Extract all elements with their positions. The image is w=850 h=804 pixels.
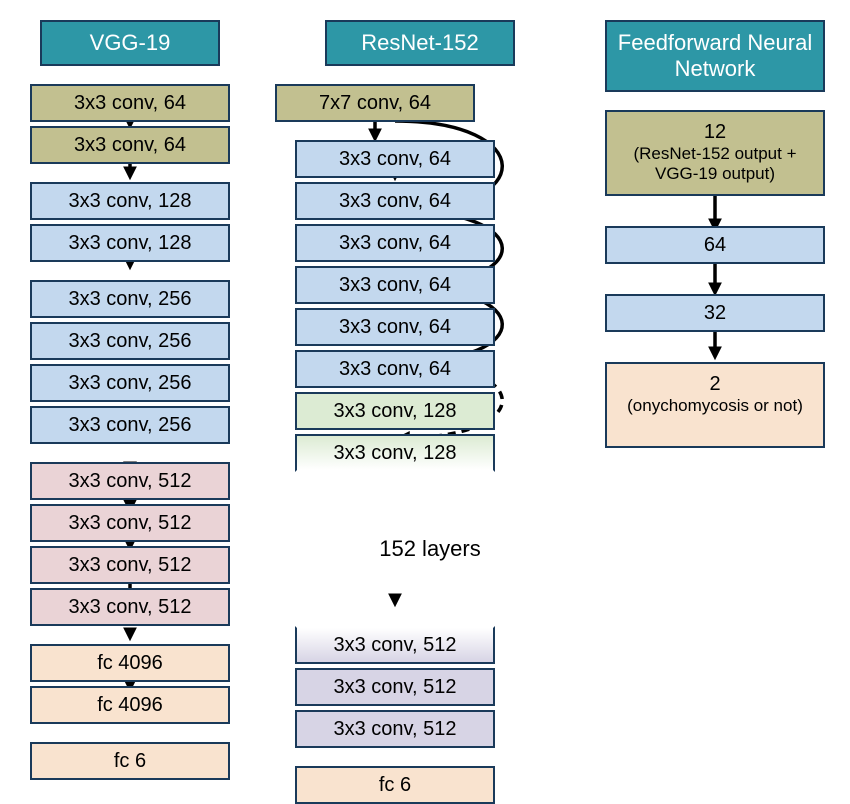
layer-label: 3x3 conv, 64: [36, 133, 224, 157]
layer-block: 3x3 conv, 64: [295, 224, 495, 262]
layer-label: 3x3 conv, 256: [36, 329, 224, 353]
layer-label: 3x3 conv, 64: [301, 357, 489, 381]
column-ffnn: Feedforward Neural Network 12(ResNet-152 …: [600, 20, 830, 440]
layer-label: 3x3 conv, 64: [36, 91, 224, 115]
layer-label: 3x3 conv, 128: [36, 189, 224, 213]
layer-block: 3x3 conv, 128: [30, 182, 230, 220]
layer-block: 3x3 conv, 256: [30, 406, 230, 444]
layer-block: 3x3 conv, 512: [30, 546, 230, 584]
layer-label: 3x3 conv, 512: [36, 595, 224, 619]
layer-label: fc 6: [301, 773, 489, 797]
layer-count-label: 152 layers: [379, 536, 481, 562]
layer-label: 3x3 conv, 512: [36, 469, 224, 493]
layer-block: 3x3 conv, 128: [295, 392, 495, 430]
layer-block: 3x3 conv, 64: [295, 140, 495, 178]
layer-block: 3x3 conv, 256: [30, 322, 230, 360]
layer-label: 3x3 conv, 64: [301, 189, 489, 213]
layer-block: 3x3 conv, 64: [30, 126, 230, 164]
layer-block: 3x3 conv, 64: [295, 182, 495, 220]
layer-block: 3x3 conv, 64: [30, 84, 230, 122]
layer-block: 3x3 conv, 64: [295, 308, 495, 346]
layer-label: 3x3 conv, 512: [301, 717, 489, 741]
layer-label: fc 6: [36, 749, 224, 773]
layer-label: 7x7 conv, 64: [281, 91, 469, 115]
layer-sublabel: (ResNet-152 output + VGG-19 output): [613, 144, 817, 185]
layer-label: fc 4096: [36, 693, 224, 717]
resnet-stack: 7x7 conv, 64 3x3 conv, 64 3x3 conv, 64 3x3 …: [275, 84, 565, 724]
layer-label: 32: [611, 301, 819, 325]
layer-block: 2(onychomycosis or not): [605, 362, 825, 448]
layer-block: 32: [605, 294, 825, 332]
layer-block: 3x3 conv, 512: [30, 504, 230, 542]
layer-label: 3x3 conv, 512: [301, 675, 489, 699]
layer-label: 3x3 conv, 256: [36, 287, 224, 311]
layer-block: 12(ResNet-152 output + VGG-19 output): [605, 110, 825, 196]
layer-block: 3x3 conv, 256: [30, 364, 230, 402]
layer-label: 3x3 conv, 512: [301, 633, 489, 657]
layer-block: fc 6: [295, 766, 495, 804]
layer-label: 3x3 conv, 128: [36, 231, 224, 255]
column-resnet152: ResNet-152 7x7 conv, 64 3x3 conv, 64 3x3 co…: [280, 20, 560, 724]
column-header: ResNet-152: [325, 20, 515, 66]
layer-block: 3x3 conv, 512: [30, 462, 230, 500]
layer-label: 3x3 conv, 512: [36, 553, 224, 577]
ffnn-stack: 12(ResNet-152 output + VGG-19 output) 64 3…: [605, 110, 825, 440]
layer-block: fc 4096: [30, 686, 230, 724]
layer-block: fc 4096: [30, 644, 230, 682]
layer-block: 7x7 conv, 64: [275, 84, 475, 122]
layer-label: 3x3 conv, 256: [36, 413, 224, 437]
layer-block: 3x3 conv, 512: [30, 588, 230, 626]
layer-label: 3x3 conv, 64: [301, 273, 489, 297]
column-vgg19: VGG-193x3 conv, 643x3 conv, 643x3 conv, …: [20, 20, 240, 720]
layer-block: 3x3 conv, 512: [295, 626, 495, 664]
layer-label: 3x3 conv, 64: [301, 147, 489, 171]
layer-sublabel: (onychomycosis or not): [613, 396, 817, 416]
layer-block: fc 6: [30, 742, 230, 780]
layer-label: 3x3 conv, 128: [301, 441, 489, 465]
layer-label: 3x3 conv, 64: [301, 231, 489, 255]
layer-label: 64: [611, 233, 819, 257]
layer-block: 3x3 conv, 64: [295, 350, 495, 388]
layer-block: 3x3 conv, 512: [295, 668, 495, 706]
layer-label: 3x3 conv, 128: [301, 399, 489, 423]
layer-block: 3x3 conv, 512: [295, 710, 495, 748]
layer-label: 2: [613, 372, 817, 396]
layer-label: 3x3 conv, 256: [36, 371, 224, 395]
column-header: VGG-19: [40, 20, 220, 66]
layer-label: fc 4096: [36, 651, 224, 675]
layer-block: 3x3 conv, 128: [30, 224, 230, 262]
layer-label: 3x3 conv, 64: [301, 315, 489, 339]
vgg-stack: 3x3 conv, 64 3x3 conv, 64 3x3 conv, 128 3x3…: [30, 84, 230, 720]
layer-label: 12: [613, 120, 817, 144]
layer-block: 3x3 conv, 256: [30, 280, 230, 318]
layer-block: 3x3 conv, 128: [295, 434, 495, 472]
layer-block: 3x3 conv, 64: [295, 266, 495, 304]
layer-label: 3x3 conv, 512: [36, 511, 224, 535]
column-header: Feedforward Neural Network: [605, 20, 825, 92]
layer-block: 64: [605, 226, 825, 264]
